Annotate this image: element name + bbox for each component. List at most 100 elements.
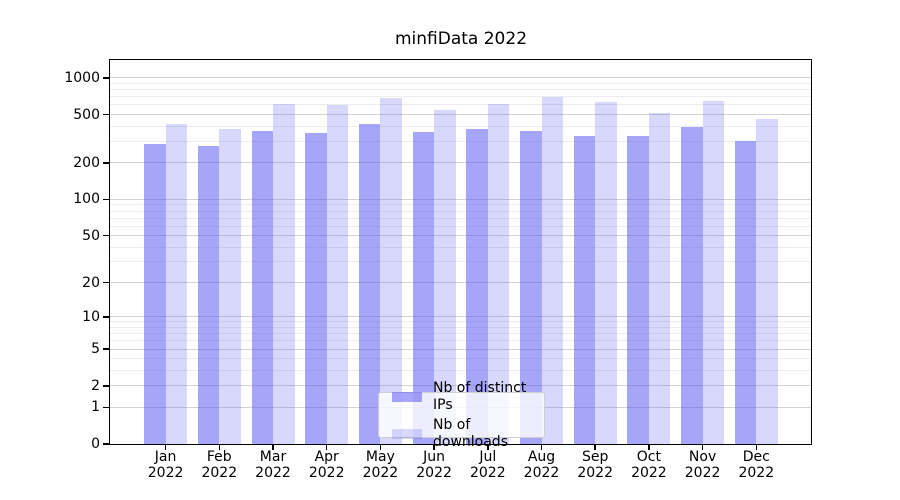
y-axis-tick-label: 50 — [82, 227, 100, 244]
x-axis-tick — [540, 444, 543, 450]
plot-area — [109, 59, 812, 445]
gridline-minor — [110, 204, 811, 206]
x-axis-tick — [164, 444, 167, 450]
x-axis-tick-label: Jun 2022 — [416, 449, 452, 481]
bar-ips — [251, 131, 273, 444]
bar-ips — [627, 136, 649, 444]
x-axis-tick — [218, 444, 221, 450]
legend-swatch-downloads — [392, 428, 422, 439]
y-axis-tick — [103, 234, 110, 237]
bar-downloads — [487, 104, 510, 444]
x-axis-tick-label: May 2022 — [362, 449, 399, 481]
bar-downloads — [273, 103, 295, 444]
x-axis-tick — [755, 444, 758, 450]
bar-ips — [466, 128, 488, 444]
y-axis-tick-label: 0 — [91, 436, 100, 452]
gridline-major — [110, 162, 811, 164]
x-axis-tick-label: Mar 2022 — [255, 449, 291, 481]
bar-ips — [412, 132, 435, 444]
x-axis-tick — [379, 444, 382, 450]
bar-downloads — [219, 129, 241, 444]
y-axis-tick — [103, 162, 110, 164]
legend-label: Nb of distinct IPs — [433, 379, 527, 413]
y-axis-tick-label: 1 — [91, 399, 100, 416]
gridline-minor — [110, 89, 811, 91]
y-axis-tick-label: 500 — [73, 106, 100, 123]
gridline-major — [110, 282, 811, 284]
bar-downloads — [380, 98, 402, 444]
gridline-major — [110, 316, 811, 318]
gridline-minor — [110, 104, 811, 106]
legend: Nb of distinct IPs Nb of downloads — [378, 380, 545, 450]
x-axis-tick-label: Dec 2022 — [738, 449, 775, 481]
gridline-major — [110, 235, 811, 237]
y-axis-tick — [103, 385, 110, 387]
x-axis-tick-label: Feb 2022 — [201, 449, 238, 481]
gridline-minor — [110, 246, 811, 248]
bar-ips — [681, 126, 703, 444]
gridline-minor — [110, 327, 811, 329]
y-axis-tick — [103, 406, 110, 408]
x-axis-tick-label: Apr 2022 — [308, 449, 345, 481]
gridline-minor — [110, 321, 811, 323]
gridline-minor — [110, 210, 811, 212]
x-axis-tick — [648, 444, 650, 450]
x-axis-tick-label: Jan 2022 — [147, 449, 184, 481]
bar-ips — [520, 131, 542, 444]
gridline-minor — [110, 358, 811, 360]
bar-downloads — [541, 97, 563, 444]
gridline-minor — [110, 125, 811, 127]
gridline-major — [110, 77, 811, 79]
x-axis-tick — [325, 444, 328, 450]
x-axis-tick — [594, 444, 596, 450]
x-axis-tick-label: Aug 2022 — [523, 449, 560, 481]
y-axis-tick-label: 100 — [73, 191, 100, 208]
legend-item-ips: Nb of distinct IPs — [385, 380, 538, 414]
y-axis-tick — [103, 348, 110, 350]
x-axis-tick-label: Oct 2022 — [631, 449, 667, 481]
y-axis-tick — [103, 198, 110, 201]
gridline-major — [110, 348, 811, 350]
y-axis-tick — [103, 281, 110, 284]
bar-downloads — [595, 101, 617, 444]
bar-downloads — [648, 112, 671, 444]
legend-swatch-ips — [392, 391, 422, 402]
gridline-minor — [110, 261, 811, 263]
gridline-minor — [110, 96, 811, 98]
chart-title: minfiData 2022 — [394, 29, 528, 49]
x-axis-tick — [701, 444, 704, 450]
y-axis-tick — [103, 113, 110, 116]
bar-downloads — [434, 110, 456, 444]
y-axis-tick-label: 200 — [73, 154, 100, 171]
x-axis-tick — [433, 444, 435, 450]
gridline-minor — [110, 370, 811, 372]
gridline-major — [110, 385, 811, 387]
bar-ips — [573, 136, 596, 444]
bar-downloads — [702, 100, 725, 444]
x-axis-tick — [272, 444, 274, 450]
x-axis-tick-label: Sep 2022 — [577, 449, 613, 481]
gridline-major — [110, 198, 811, 200]
x-axis-tick-label: Nov 2022 — [684, 449, 721, 481]
legend-label: Nb of downloads — [433, 416, 508, 450]
bar-ips — [358, 124, 381, 444]
y-axis-tick — [103, 316, 110, 318]
legend-item-downloads: Nb of downloads — [385, 417, 538, 451]
y-axis-tick-label: 10 — [82, 308, 100, 325]
bar-downloads — [165, 123, 188, 444]
y-axis-tick — [103, 443, 110, 445]
gridline-minor — [110, 225, 811, 227]
y-axis-tick — [103, 77, 110, 79]
gridline-major — [110, 114, 811, 115]
x-axis-tick-label: Jul 2022 — [469, 449, 506, 481]
gridline-minor — [110, 333, 811, 335]
bar-downloads — [756, 119, 778, 444]
bar-downloads — [326, 105, 349, 444]
y-axis-tick-label: 5 — [91, 341, 100, 358]
bar-ips — [734, 140, 757, 444]
y-axis-tick-label: 2 — [91, 377, 100, 394]
gridline-minor — [110, 340, 811, 342]
x-axis-tick — [487, 444, 489, 450]
y-axis-tick-label: 1000 — [64, 69, 100, 86]
